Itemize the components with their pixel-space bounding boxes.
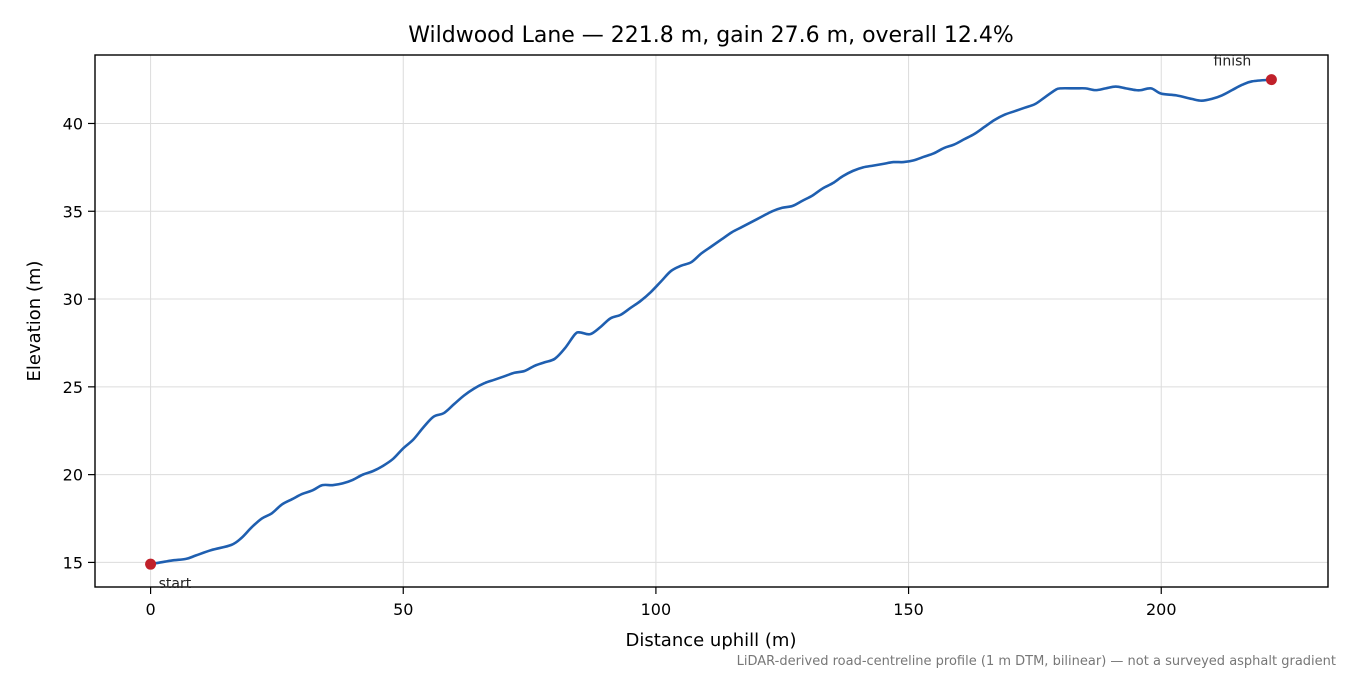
y-tick-label: 35	[63, 202, 83, 221]
x-tick-label: 0	[145, 600, 155, 619]
y-axis-label: Elevation (m)	[24, 261, 45, 382]
x-axis-label: Distance uphill (m)	[626, 630, 797, 651]
x-tick-label: 150	[893, 600, 924, 619]
axis-ticks: 0 50 100 150 200 15 20 25 30 35 40	[63, 114, 1177, 619]
start-marker	[145, 558, 157, 570]
y-tick-label: 30	[63, 290, 83, 309]
footnote: LiDAR-derived road-centreline profile (1…	[737, 654, 1336, 669]
chart-title: Wildwood Lane — 221.8 m, gain 27.6 m, ov…	[408, 23, 1013, 48]
plot-area	[94, 54, 1329, 588]
y-tick-label: 40	[63, 114, 83, 133]
y-tick-label: 25	[63, 378, 83, 397]
y-tick-label: 15	[63, 553, 83, 572]
x-tick-label: 100	[641, 600, 672, 619]
finish-marker	[1265, 74, 1277, 86]
y-tick-label: 20	[63, 466, 83, 485]
grid	[95, 55, 1328, 587]
finish-annotation: finish	[1214, 54, 1252, 70]
x-tick-label: 50	[393, 600, 413, 619]
elevation-profile-line	[149, 78, 1273, 566]
start-annotation: start	[159, 576, 192, 592]
x-tick-label: 200	[1146, 600, 1177, 619]
